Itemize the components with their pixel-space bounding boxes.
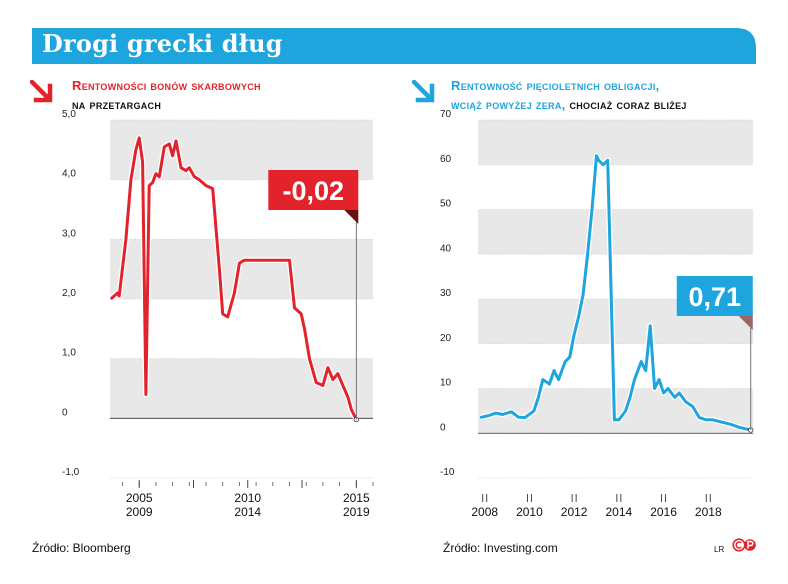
x-tick-label: 2018 (695, 505, 722, 519)
author-initials: LR (714, 545, 725, 554)
right-chart-subtitle-line2-blue: wciąż powyżej zera, (451, 97, 566, 112)
x-tick-label: 2014 (234, 505, 261, 519)
annotation-box (676, 276, 753, 316)
y-tick-label: 2,0 (62, 288, 76, 299)
annotation-fold (344, 210, 359, 224)
x-tick-label: 2005 (126, 491, 153, 505)
right-chart-subtitle-line1: Rentowność pięcioletnich obligacji, (451, 78, 660, 93)
x-tick-label: 2015 (343, 491, 370, 505)
grid-band (110, 120, 373, 180)
down-right-arrow-icon (412, 80, 435, 103)
y-tick-label: 0 (440, 422, 446, 433)
y-tick-label: 50 (440, 199, 452, 210)
y-tick-label: 60 (440, 154, 452, 165)
y-tick-label: 10 (440, 378, 452, 389)
y-tick-label: 1,0 (62, 348, 76, 359)
y-tick-label: 4,0 (62, 169, 76, 180)
x-tick-label: 2009 (126, 505, 153, 519)
right-chart-subtitle: Rentowność pięcioletnich obligacji, wcią… (451, 76, 687, 114)
x-tick-label: 2010 (516, 505, 543, 519)
grid-band (110, 358, 373, 419)
page-title: Drogi grecki dług (42, 29, 283, 58)
y-tick-label: -1,0 (62, 467, 80, 478)
x-tick-label: 2014 (606, 505, 633, 519)
left-chart-subtitle: Rentowności bonów skarbowych na przetarg… (72, 76, 261, 114)
right-chart-source: Źródło: Investing.com (443, 541, 558, 555)
left-chart-subtitle-line1: Rentowności bonów skarbowych (72, 78, 261, 93)
annotation-label: -0,02 (283, 176, 345, 206)
y-tick-label: 20 (440, 333, 452, 344)
down-right-arrow-icon (30, 80, 53, 103)
y-tick-label: 70 (440, 110, 452, 120)
annotation-box (268, 170, 359, 210)
y-tick-label: 5,0 (62, 110, 76, 120)
left-chart-subtitle-line2: na przetargach (72, 97, 162, 112)
y-tick-label: 3,0 (62, 228, 76, 239)
y-tick-label: 30 (440, 288, 452, 299)
series-line (109, 136, 358, 421)
annotation-fold (738, 316, 753, 330)
series-line (479, 154, 752, 432)
grid-band (478, 209, 753, 255)
x-tick-label: 2010 (234, 491, 261, 505)
y-tick-label: 0 (62, 407, 68, 418)
y-tick-label: -10 (440, 467, 455, 478)
x-tick-label: 2019 (343, 505, 370, 519)
x-tick-label: 2012 (561, 505, 588, 519)
grid-band (110, 239, 373, 299)
annotation-label: 0,71 (688, 282, 741, 312)
copyright-p-logo (732, 538, 756, 552)
y-tick-label: 40 (440, 243, 452, 254)
left-chart: -1,001,02,03,04,05,0-0,02200520092010201… (62, 110, 374, 519)
grid-band (478, 120, 753, 165)
right-chart-subtitle-line2-dark: chociaż coraz bliżej (565, 97, 687, 112)
right-chart: -10 0 10 20 30 40 50 60 70 0,71 2008 2010 2012 2014 20… (440, 110, 754, 519)
header-banner (32, 28, 756, 64)
x-tick-label: 2016 (650, 505, 677, 519)
left-chart-source: Źródło: Bloomberg (32, 541, 131, 555)
x-tick-label: 2008 (471, 505, 498, 519)
